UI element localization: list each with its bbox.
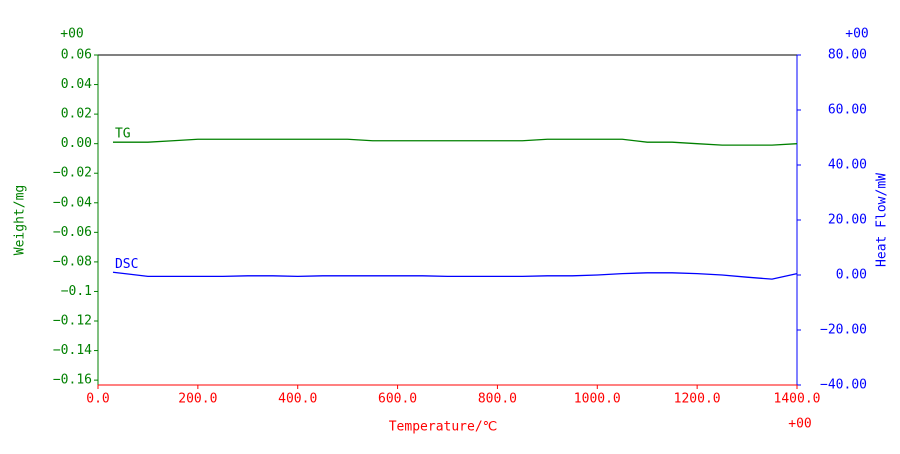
y-tick-label: 0.06 (61, 48, 92, 63)
x-tick-label: 0.0 (86, 392, 109, 407)
y-tick-label: −0.1 (61, 284, 92, 299)
series-line (112, 138, 798, 146)
x-tick-label: 800.0 (478, 392, 517, 407)
y2-axis-label: Heat Flow/mW (875, 173, 890, 267)
y-tick-label: −0.02 (53, 166, 92, 181)
x-exponent: +00 (788, 417, 811, 432)
x-tick-label: 400.0 (278, 392, 317, 407)
x-tick-label: 1200.0 (674, 392, 721, 407)
y2-tick-label: 20.00 (828, 213, 867, 228)
y-axis-label: Weight/mg (13, 185, 28, 255)
y-tick-label: 0.00 (61, 136, 92, 151)
y-tick-label: −0.12 (53, 314, 92, 329)
x-tick-label: 1400.0 (774, 392, 821, 407)
y2-tick-label: −20.00 (820, 323, 867, 338)
series-label: DSC (115, 257, 138, 272)
y2-tick-label: 60.00 (828, 103, 867, 118)
x-tick-label: 1000.0 (574, 392, 621, 407)
y-tick-label: −0.08 (53, 254, 92, 269)
y2-tick-label: 80.00 (828, 48, 867, 63)
y-tick-label: −0.14 (53, 343, 92, 358)
y2-tick-label: 40.00 (828, 158, 867, 173)
series-label: TG (115, 127, 131, 142)
y-tick-label: −0.04 (53, 195, 92, 210)
y-tick-label: 0.04 (61, 77, 92, 92)
x-tick-label: 600.0 (378, 392, 417, 407)
y-tick-label: −0.06 (53, 225, 92, 240)
x-axis-label: Temperature/℃ (389, 420, 498, 435)
y2-tick-label: −40.00 (820, 378, 867, 393)
y2-tick-label: 0.00 (836, 268, 867, 283)
y-tick-label: 0.02 (61, 107, 92, 122)
y-tick-label: −0.16 (53, 373, 92, 388)
y2-exponent: +00 (845, 27, 868, 42)
x-tick-label: 200.0 (178, 392, 217, 407)
series-line (112, 271, 798, 280)
y-exponent: +00 (60, 27, 83, 42)
